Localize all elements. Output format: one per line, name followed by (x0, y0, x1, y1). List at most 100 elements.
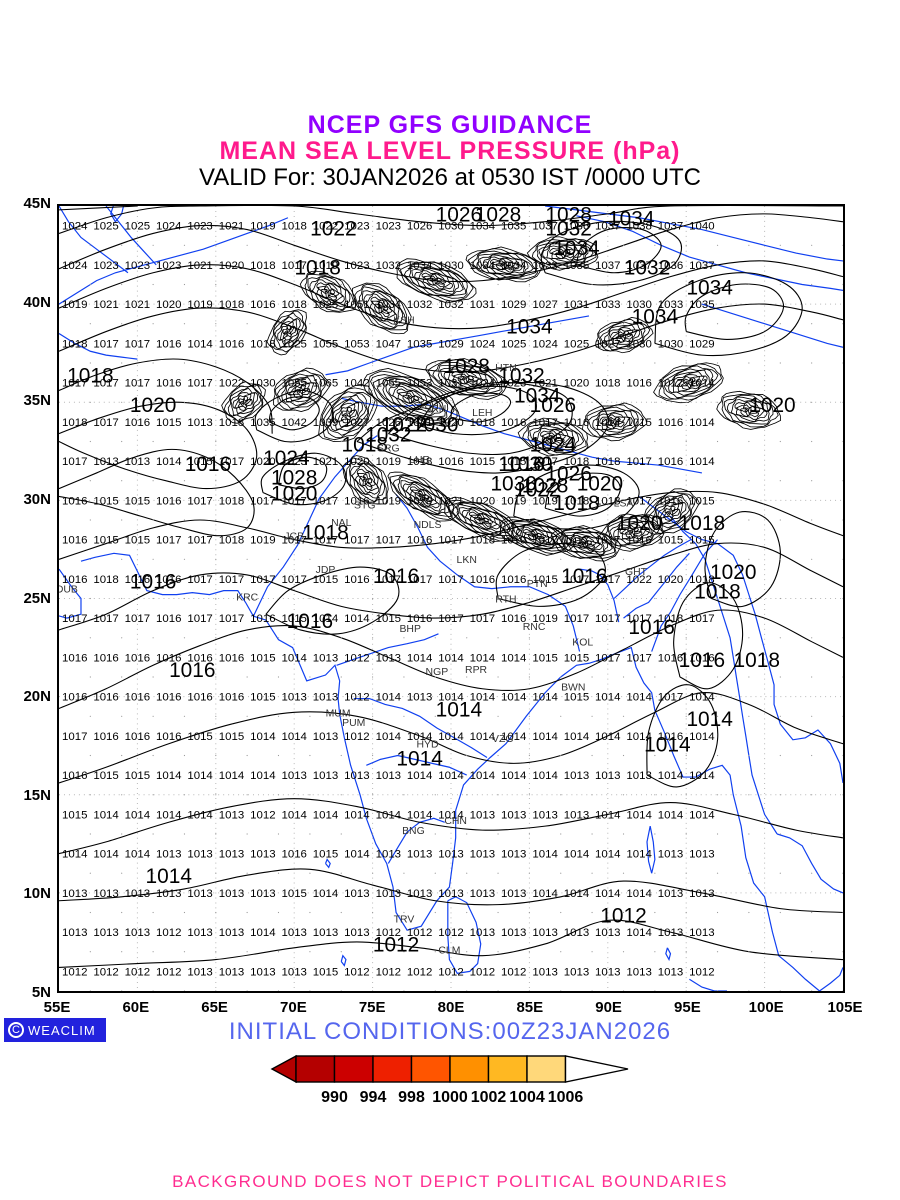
svg-text:1016: 1016 (501, 574, 526, 586)
isobar-contours (59, 206, 843, 968)
svg-text:1016: 1016 (658, 456, 683, 468)
svg-text:1020: 1020 (616, 512, 662, 535)
x-axis-tick-60E: 60E (122, 999, 150, 1016)
svg-text:1012: 1012 (93, 966, 118, 978)
svg-text:1017: 1017 (407, 574, 432, 586)
svg-text:1016: 1016 (498, 453, 544, 476)
svg-text:KOL: KOL (572, 638, 593, 649)
svg-text:1013: 1013 (595, 966, 620, 978)
svg-text:1017: 1017 (564, 613, 589, 625)
colorbar-tick-labels: 990 994 998 1000 1002 1004 1006 (321, 1089, 583, 1106)
svg-text:1016: 1016 (62, 574, 87, 586)
svg-text:1016: 1016 (93, 652, 118, 664)
svg-text:VZG: VZG (492, 734, 513, 745)
svg-text:1013: 1013 (219, 888, 244, 900)
svg-text:1014: 1014 (407, 731, 433, 743)
svg-text:1012: 1012 (407, 966, 432, 978)
svg-text:1017: 1017 (219, 613, 244, 625)
svg-text:1012: 1012 (376, 966, 401, 978)
svg-text:1017: 1017 (626, 495, 651, 507)
svg-text:1032: 1032 (498, 365, 544, 388)
svg-text:1024: 1024 (263, 447, 309, 470)
disclaimer-footer: BACKGROUND DOES NOT DEPICT POLITICAL BOU… (172, 1172, 728, 1191)
svg-text:1031: 1031 (564, 299, 589, 311)
svg-text:1015: 1015 (689, 495, 714, 507)
y-axis-tick-40N: 40N (23, 293, 51, 311)
svg-text:1014: 1014 (626, 888, 652, 900)
svg-text:1017: 1017 (187, 535, 212, 547)
weaclim-logo[interactable]: C WEACLIM (4, 1018, 106, 1042)
svg-text:1014: 1014 (501, 770, 527, 782)
svg-text:1013: 1013 (564, 770, 589, 782)
svg-text:1037: 1037 (595, 221, 620, 233)
initial-conditions-label: INITIAL CONDITIONS:00Z23JAN2026 (228, 1018, 672, 1045)
svg-text:1012: 1012 (344, 652, 369, 664)
x-axis-tick-105E: 105E (827, 999, 863, 1016)
svg-text:1029: 1029 (438, 338, 463, 350)
svg-text:1014: 1014 (626, 849, 652, 861)
svg-text:1021: 1021 (93, 299, 118, 311)
svg-text:1013: 1013 (344, 927, 369, 939)
svg-text:PTN: PTN (527, 579, 548, 590)
svg-text:1014: 1014 (595, 849, 621, 861)
svg-text:1013: 1013 (281, 770, 306, 782)
y-axis-tick-30N: 30N (23, 490, 51, 508)
svg-text:1014: 1014 (125, 849, 151, 861)
svg-text:1014: 1014 (156, 809, 182, 821)
svg-text:1016: 1016 (658, 495, 683, 507)
svg-text:1016: 1016 (156, 613, 181, 625)
svg-text:1016: 1016 (250, 299, 275, 311)
svg-text:1024: 1024 (470, 378, 496, 390)
svg-text:1013: 1013 (470, 927, 495, 939)
svg-text:1014: 1014 (250, 927, 276, 939)
svg-text:1012: 1012 (376, 927, 401, 939)
svg-text:1014: 1014 (626, 731, 652, 743)
svg-text:1016: 1016 (93, 731, 118, 743)
svg-text:1016: 1016 (125, 731, 150, 743)
svg-text:BHP: BHP (399, 624, 420, 635)
svg-text:1032: 1032 (438, 299, 463, 311)
svg-text:1017: 1017 (564, 574, 589, 586)
svg-text:1013: 1013 (689, 849, 714, 861)
svg-text:1004: 1004 (509, 1089, 545, 1106)
svg-text:1013: 1013 (93, 456, 118, 468)
svg-text:1017: 1017 (344, 535, 369, 547)
svg-text:1034: 1034 (608, 208, 654, 231)
svg-text:1026: 1026 (545, 463, 591, 486)
svg-text:1015: 1015 (125, 495, 150, 507)
svg-text:1014: 1014 (689, 809, 715, 821)
svg-text:1014: 1014 (146, 865, 192, 888)
svg-text:1019: 1019 (250, 221, 275, 233)
svg-text:1014: 1014 (644, 734, 690, 757)
svg-text:1014: 1014 (344, 613, 370, 625)
svg-text:1020: 1020 (438, 417, 463, 429)
svg-text:1013: 1013 (595, 927, 620, 939)
svg-text:1018: 1018 (595, 456, 620, 468)
x-axis-tick-80E: 80E (437, 999, 465, 1016)
svg-text:1016: 1016 (62, 535, 87, 547)
svg-text:1015: 1015 (470, 456, 495, 468)
svg-text:1017: 1017 (626, 456, 651, 468)
svg-text:1030: 1030 (250, 378, 275, 390)
svg-text:1014: 1014 (187, 770, 213, 782)
svg-text:1013: 1013 (438, 888, 463, 900)
svg-text:1034: 1034 (407, 260, 433, 272)
svg-text:1016: 1016 (62, 495, 87, 507)
svg-text:1065: 1065 (313, 378, 338, 390)
svg-text:1014: 1014 (595, 692, 621, 704)
svg-text:1016: 1016 (679, 649, 725, 672)
svg-text:1027: 1027 (344, 417, 369, 429)
svg-text:1017: 1017 (62, 456, 87, 468)
svg-text:1020: 1020 (250, 456, 275, 468)
svg-text:1017: 1017 (470, 613, 495, 625)
svg-text:1015: 1015 (93, 495, 118, 507)
svg-text:1013: 1013 (407, 849, 432, 861)
logo-label: WEACLIM (28, 1022, 96, 1038)
svg-text:990: 990 (321, 1089, 348, 1106)
svg-text:1013: 1013 (532, 809, 557, 821)
svg-text:1013: 1013 (376, 888, 401, 900)
svg-text:1022: 1022 (310, 217, 356, 240)
svg-text:1012: 1012 (407, 927, 432, 939)
svg-text:1030: 1030 (626, 338, 651, 350)
svg-text:1014: 1014 (564, 888, 590, 900)
